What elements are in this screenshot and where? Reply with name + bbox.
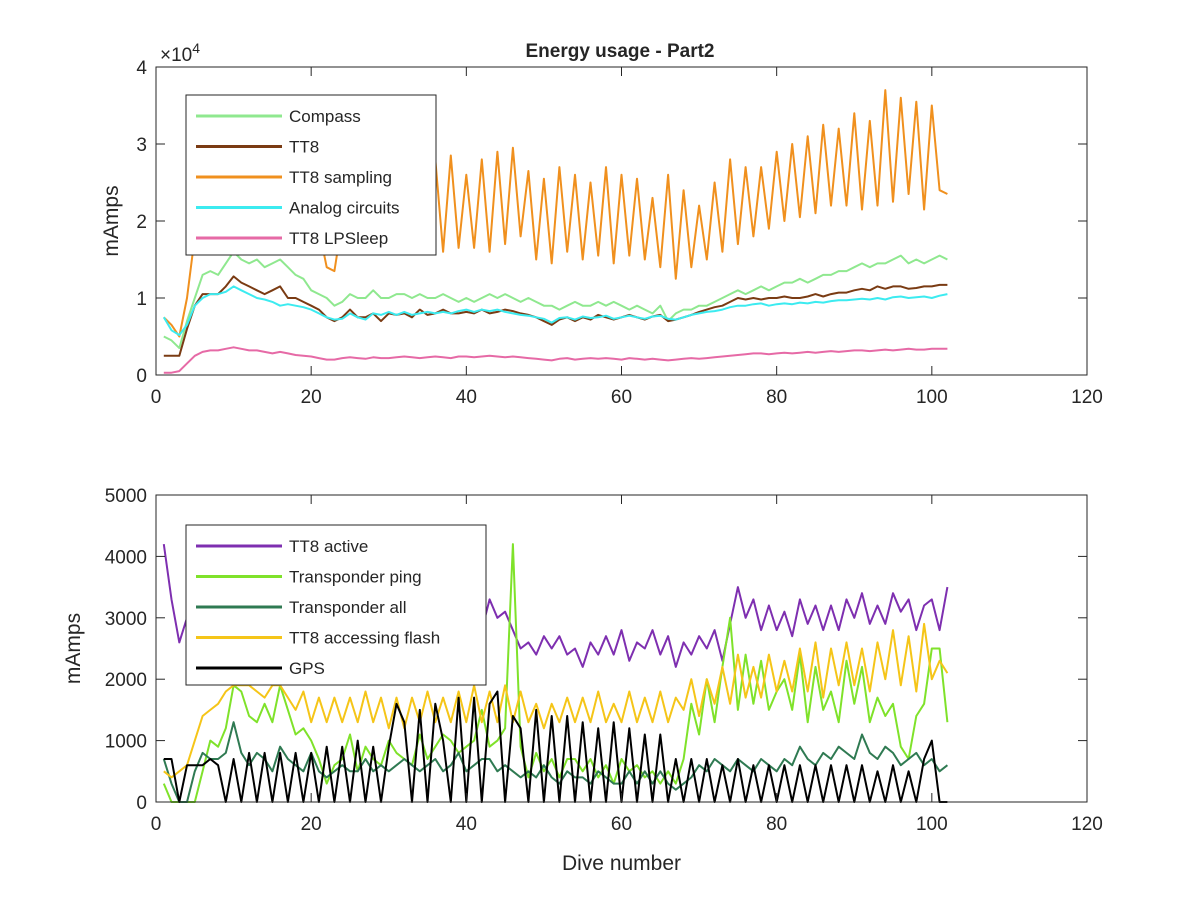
x-tick-label: 0: [151, 814, 162, 835]
figure-title: Energy usage - Part2: [525, 41, 714, 62]
y-tick-label: 3000: [105, 609, 147, 630]
x-axis-label: Dive number: [562, 852, 681, 875]
y-tick-label: 1: [136, 289, 147, 310]
series-line-tt8-accessing-flash: [163, 622, 949, 779]
legend-label: TT8 accessing flash: [289, 629, 440, 648]
legend-label: Analog circuits: [289, 199, 400, 218]
x-tick-label: 60: [611, 814, 632, 835]
y-axis-label: mAmps: [100, 185, 123, 256]
x-tick-label: 80: [766, 387, 787, 408]
bottom-plot: 0 20 40 60 80 100 120 0 1000 2000 3000 4000 5000 mAmp…: [62, 486, 1103, 875]
y-tick-label: 5000: [105, 486, 147, 507]
legend-box: [185, 94, 437, 256]
x-tick-label: 100: [916, 814, 948, 835]
legend-label: TT8 sampling: [289, 168, 392, 187]
x-tick-label: 80: [766, 814, 787, 835]
x-tick-label: 40: [456, 814, 477, 835]
y-exponent-base: ×10: [160, 45, 192, 66]
legend-label: Compass: [289, 107, 361, 126]
legend-label: TT8 active: [289, 537, 368, 556]
x-tick-label: 100: [916, 387, 948, 408]
legend: TT8 active Transponder ping Transponder al…: [185, 524, 487, 686]
legend: Compass TT8 TT8 sampling Analog circuits TT8…: [185, 94, 437, 256]
y-tick-label: 1000: [105, 732, 147, 753]
series-line-tt8: [163, 275, 948, 357]
x-tick-label: 0: [151, 387, 162, 408]
y-tick-label: 2000: [105, 670, 147, 691]
series-line-compass: [163, 250, 948, 350]
y-tick-label: 4000: [105, 547, 147, 568]
series-line-gps: [163, 690, 948, 803]
x-tick-label: 40: [456, 387, 477, 408]
y-tick-label: 0: [136, 366, 147, 387]
x-tick-label: 20: [301, 387, 322, 408]
series-line-tt8-lpsleep: [163, 346, 948, 374]
y-tick-label: 3: [136, 135, 147, 156]
legend-label: Transponder ping: [289, 568, 422, 587]
top-plot: 0 20 40 60 80 100 12001234×104mAmpsCompassTT8T…: [100, 40, 1103, 408]
x-tick-label: 120: [1071, 387, 1103, 408]
x-tick-label: 60: [611, 387, 632, 408]
legend-label: TT8 LPSleep: [289, 229, 388, 248]
y-exponent-power: 4: [192, 40, 200, 56]
x-tick-label: 120: [1071, 814, 1103, 835]
series-line-analog-circuits: [162, 285, 948, 336]
legend-label: TT8: [289, 138, 319, 157]
y-tick-label: 2: [136, 212, 147, 233]
y-axis-label: mAmps: [62, 613, 85, 684]
x-tick-label: 20: [301, 814, 322, 835]
legend-label: GPS: [289, 659, 325, 678]
y-exponent-label: ×104: [160, 40, 200, 66]
y-tick-label: 4: [136, 58, 147, 79]
y-tick-label: 0: [136, 793, 147, 814]
legend-label: Transponder all: [289, 598, 407, 617]
legend-box: [185, 524, 487, 686]
